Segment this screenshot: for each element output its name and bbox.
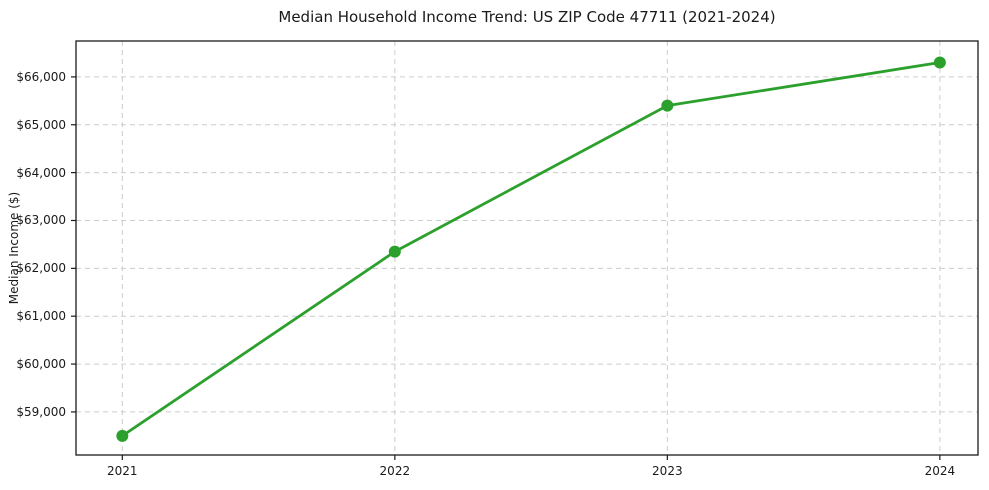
data-line (120, 61, 942, 438)
y-tick-label: $60,000 (16, 357, 66, 372)
y-tick-label: $64,000 (16, 165, 66, 180)
data-point-2022 (388, 245, 401, 258)
y-tick-label: $65,000 (16, 117, 66, 132)
x-tick-label: 2022 (379, 464, 411, 478)
x-tick-label: 2021 (107, 464, 138, 478)
y-tick-label: $62,000 (16, 261, 66, 276)
x-tick-label: 2023 (652, 464, 683, 478)
x-tick-label: 2024 (924, 464, 956, 478)
y-tick-label: $61,000 (16, 309, 66, 324)
chart-title: Median Household Income Trend: US ZIP Co… (278, 8, 776, 26)
y-tick-label: $63,000 (16, 213, 66, 228)
data-point-2021 (116, 429, 129, 442)
data-point-2024 (933, 56, 946, 69)
data-point-2023 (661, 99, 674, 112)
y-tick-label: $66,000 (16, 69, 66, 84)
y-tick-label: $59,000 (16, 404, 66, 419)
axes-frame (75, 40, 979, 456)
